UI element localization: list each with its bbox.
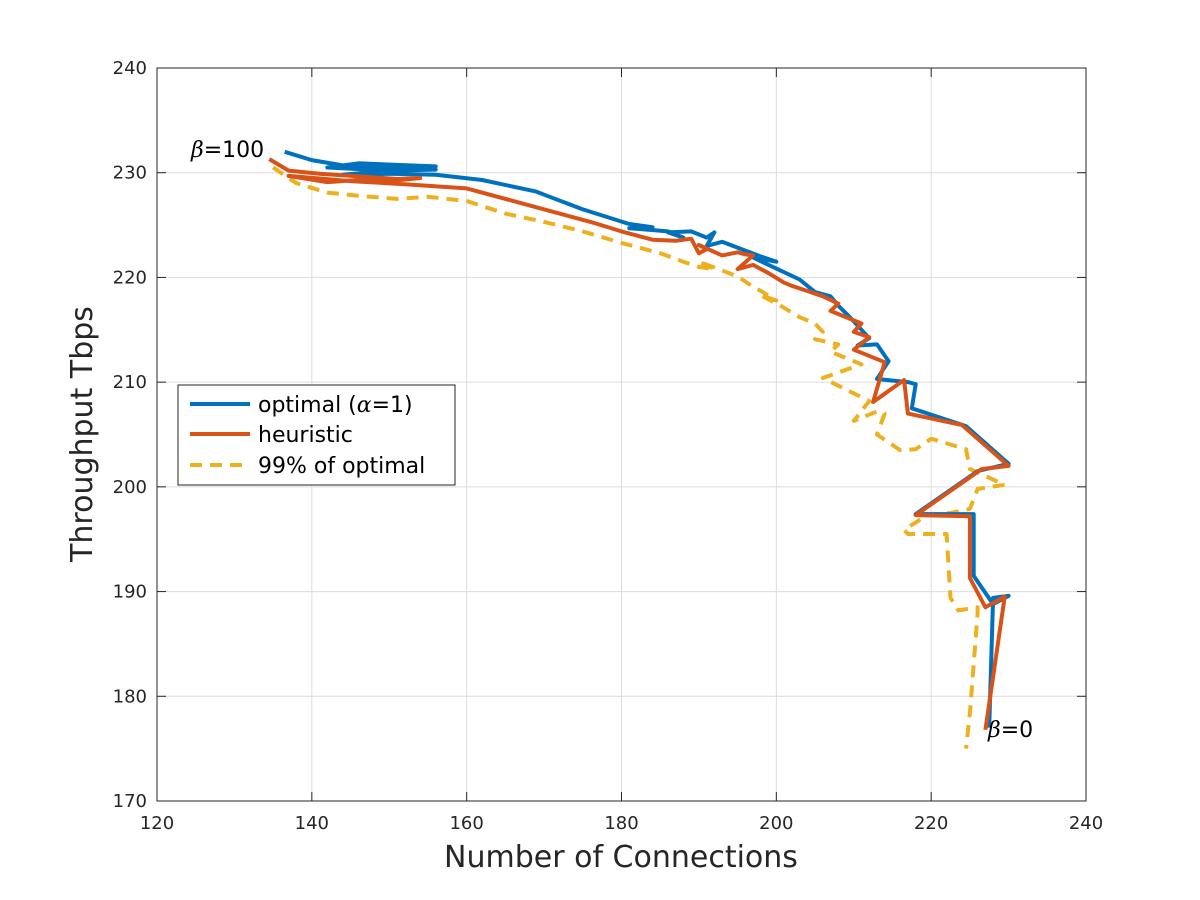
- legend-label-99-percent: 99% of optimal: [258, 454, 425, 479]
- legend-label-optimal: optimal (α=1): [258, 393, 413, 418]
- legend: optimal (α=1) heuristic 99% of optimal: [177, 384, 456, 486]
- axes-box: [156, 67, 1087, 802]
- annotation-beta-0-text: =0: [1001, 718, 1033, 743]
- y-tick-labels: 170 180 190 200 210 220 230 240: [113, 58, 147, 812]
- y-axis-label: Throughput Tbps: [65, 306, 100, 563]
- x-tick-labels: 120 140 160 180 200 220 240: [140, 813, 1103, 834]
- x-tick-label: 120: [140, 813, 174, 834]
- annotations: β=100 β=0: [190, 138, 1033, 743]
- annotation-beta-100-symbol: β: [190, 138, 204, 163]
- y-tick-label: 180: [113, 686, 147, 707]
- y-tick-label: 200: [113, 477, 147, 498]
- legend-label-heuristic: heuristic: [258, 423, 353, 448]
- annotation-beta-100: β=100: [190, 138, 264, 163]
- x-tick-label: 220: [914, 813, 948, 834]
- x-axis-label: Number of Connections: [444, 840, 798, 875]
- x-tick-label: 140: [295, 813, 329, 834]
- legend-optimal-prefix: optimal (: [258, 393, 357, 418]
- legend-optimal-suffix: =1): [372, 393, 413, 418]
- y-tick-label: 240: [113, 58, 147, 79]
- annotation-beta-0: β=0: [987, 718, 1033, 743]
- x-tick-label: 160: [449, 813, 483, 834]
- y-tick-label: 210: [113, 372, 147, 393]
- x-tick-label: 240: [1069, 813, 1103, 834]
- y-tick-label: 230: [113, 163, 147, 184]
- x-tick-label: 200: [759, 813, 793, 834]
- annotation-beta-0-symbol: β: [987, 718, 1001, 743]
- annotation-beta-100-text: =100: [204, 138, 264, 163]
- y-tick-label: 220: [113, 267, 147, 288]
- y-tick-label: 190: [113, 582, 147, 603]
- y-tick-label: 170: [113, 791, 147, 812]
- data-series: [268, 149, 1011, 749]
- x-tick-label: 180: [604, 813, 638, 834]
- legend-optimal-symbol: α: [357, 393, 372, 418]
- series-heuristic-line: [268, 157, 1011, 731]
